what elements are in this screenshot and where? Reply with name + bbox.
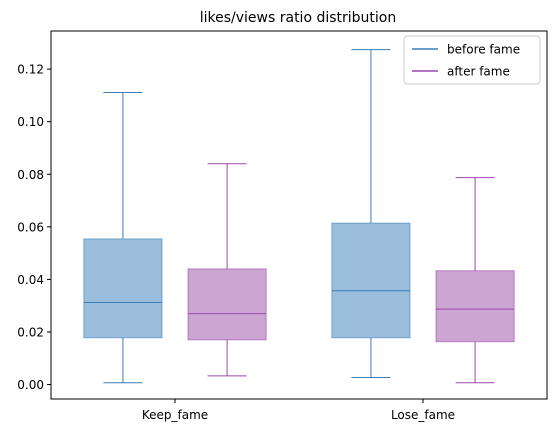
x-tick-label: Keep_fame bbox=[142, 408, 208, 422]
legend: before fame after fame bbox=[403, 35, 541, 85]
box-iqr bbox=[435, 270, 515, 343]
legend-label: after fame bbox=[447, 65, 510, 79]
plot-frame bbox=[50, 30, 548, 400]
y-tick-label: 0.06 bbox=[17, 220, 44, 234]
box-0-0 bbox=[83, 92, 163, 384]
plot-area bbox=[83, 49, 515, 384]
chart-title: likes/views ratio distribution bbox=[200, 10, 397, 26]
box-iqr bbox=[187, 268, 267, 341]
box-0-1 bbox=[331, 49, 411, 378]
legend-label: before fame bbox=[447, 43, 520, 57]
legend-box bbox=[403, 35, 541, 85]
y-tick-label: 0.10 bbox=[17, 115, 44, 129]
axes: 0.00 0.02 0.04 0.06 0.08 0.10 0.12 Keep_fame Los… bbox=[17, 63, 455, 422]
x-tick-label: Lose_fame bbox=[391, 408, 455, 422]
box-iqr bbox=[331, 222, 411, 339]
y-tick-label: 0.02 bbox=[17, 325, 44, 339]
y-tick-label: 0.12 bbox=[17, 63, 44, 77]
y-tick-label: 0.00 bbox=[17, 378, 44, 392]
box-1-1 bbox=[435, 177, 515, 384]
y-tick-label: 0.04 bbox=[17, 273, 44, 287]
box-iqr bbox=[83, 238, 163, 339]
box-1-0 bbox=[187, 163, 267, 377]
y-tick-label: 0.08 bbox=[17, 168, 44, 182]
